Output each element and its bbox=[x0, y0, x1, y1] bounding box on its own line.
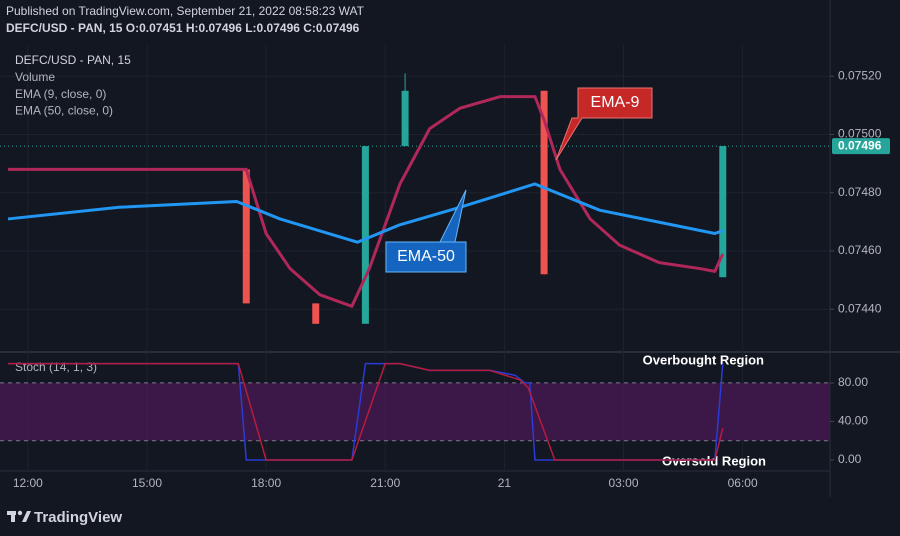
annotation: Oversold Region bbox=[662, 453, 766, 468]
y-tick-label: 0.07520 bbox=[838, 68, 882, 82]
logo bbox=[7, 510, 31, 522]
legend-entry: EMA (9, close, 0) bbox=[15, 87, 106, 101]
band bbox=[0, 382, 830, 441]
candle-body bbox=[719, 146, 727, 278]
y-tick-label: 0.07460 bbox=[838, 243, 882, 257]
logo-mark bbox=[22, 511, 31, 522]
y-tick-label: 40.00 bbox=[838, 414, 868, 428]
y-tick-label: 0.00 bbox=[838, 452, 862, 466]
y-tick-label: 0.07440 bbox=[838, 301, 882, 315]
candle-body bbox=[242, 169, 250, 304]
legend-entry: Volume bbox=[15, 70, 55, 84]
x-tick-label: 21 bbox=[498, 476, 512, 490]
ohlc-text: DEFC/USD - PAN, 15 O:0.07451 H:0.07496 L… bbox=[6, 21, 360, 35]
x-tick-label: 21:00 bbox=[370, 476, 400, 490]
y-tick-label: 80.00 bbox=[838, 375, 868, 389]
logo-mark bbox=[17, 510, 23, 516]
brand: TradingView bbox=[34, 509, 122, 526]
series-line bbox=[8, 362, 724, 461]
candle-body bbox=[312, 303, 320, 324]
candle-body bbox=[361, 146, 369, 324]
y-tick-label: 0.07500 bbox=[838, 127, 882, 141]
logo-mark bbox=[11, 511, 15, 522]
legend-entry: EMA (50, close, 0) bbox=[15, 104, 113, 118]
series-line bbox=[8, 95, 725, 308]
last-price-label: 0.07496 bbox=[838, 138, 882, 152]
published-text: Published on TradingView.com, September … bbox=[6, 4, 365, 18]
callout-label: EMA-9 bbox=[591, 94, 640, 111]
last-price-box bbox=[832, 138, 890, 155]
annotation: Overbought Region bbox=[643, 352, 764, 367]
series-line bbox=[7, 182, 724, 244]
x-tick-label: 18:00 bbox=[251, 476, 281, 490]
y-tick-label: 0.07480 bbox=[838, 185, 882, 199]
callout bbox=[385, 189, 467, 273]
x-tick-label: 12:00 bbox=[13, 476, 43, 490]
candle-body bbox=[540, 90, 548, 275]
callout-label: EMA-50 bbox=[397, 248, 455, 265]
legend-entry: DEFC/USD - PAN, 15 bbox=[15, 53, 131, 67]
x-tick-label: 03:00 bbox=[608, 476, 638, 490]
pane-title: Stoch (14, 1, 3) bbox=[15, 360, 97, 374]
candle-body bbox=[401, 90, 409, 147]
x-tick-label: 06:00 bbox=[728, 476, 758, 490]
callout bbox=[555, 87, 653, 161]
x-tick-label: 15:00 bbox=[132, 476, 162, 490]
